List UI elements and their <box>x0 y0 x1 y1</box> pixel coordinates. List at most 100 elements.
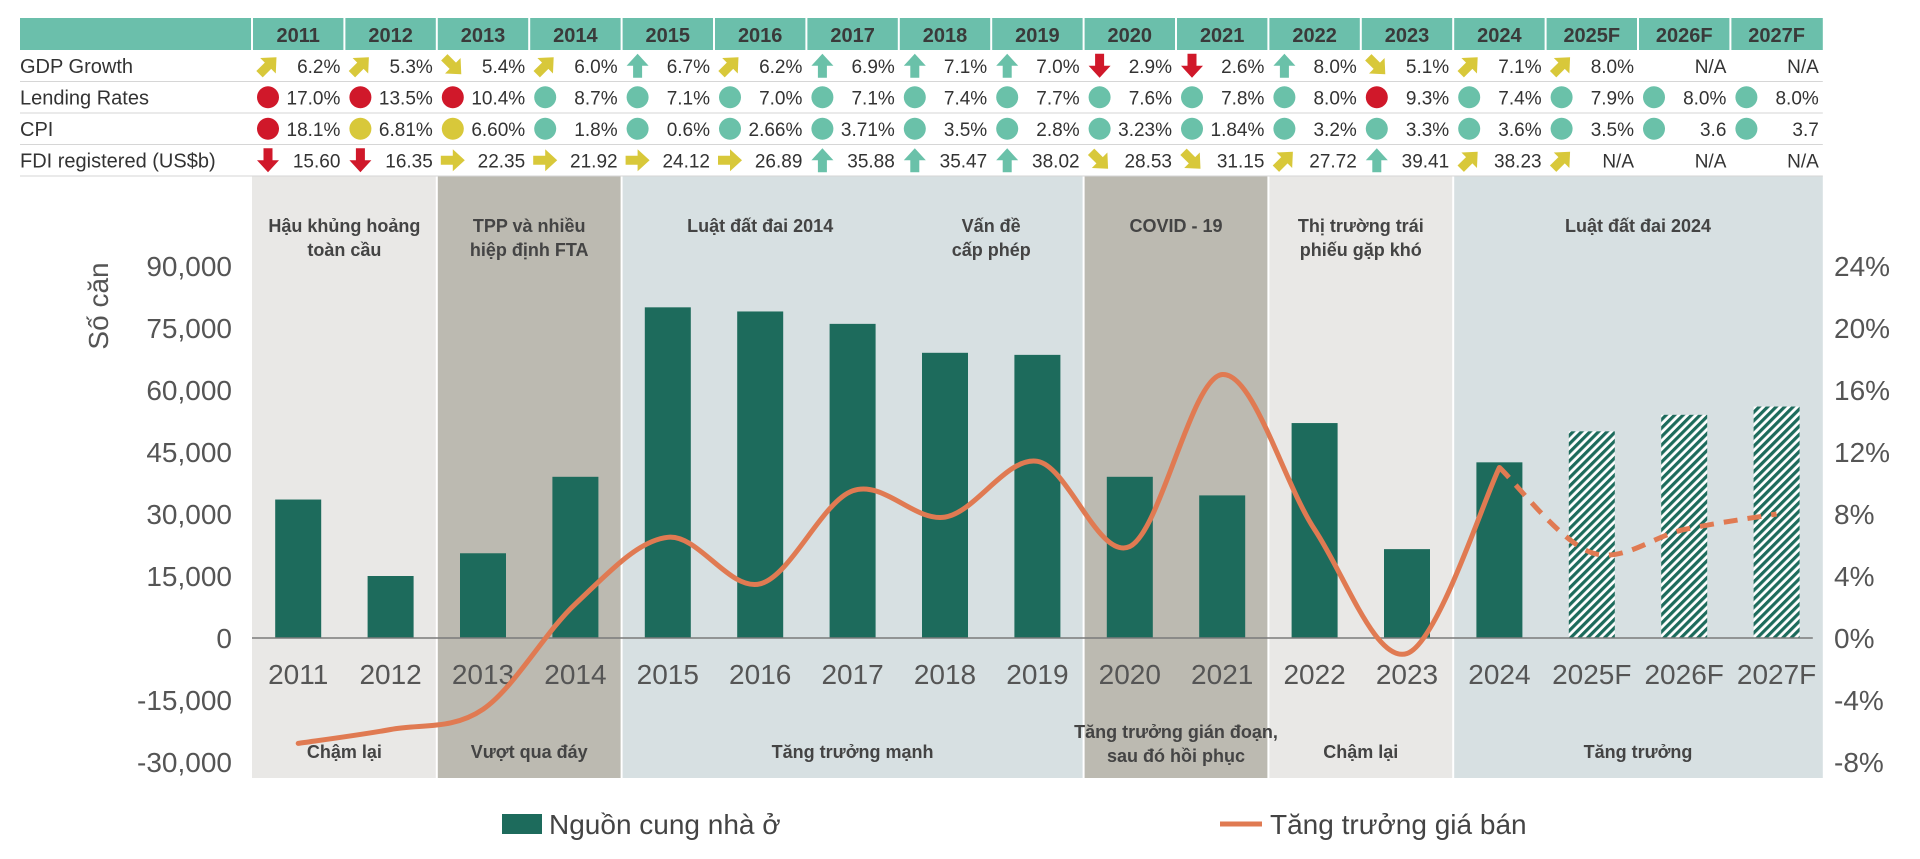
table-cell-value: 7.1% <box>944 57 987 78</box>
x-category-label: 2022 <box>1283 659 1345 690</box>
green-dot-icon <box>1088 117 1111 140</box>
table-cell-value: 3.7 <box>1792 120 1818 141</box>
period-top-label: COVID - 19 <box>1129 216 1222 236</box>
table-header-year: 2026F <box>1656 25 1713 47</box>
y-tick-label: 90,000 <box>146 251 232 282</box>
red-dot-icon <box>257 117 279 140</box>
green-dot-icon <box>903 117 926 140</box>
green-dot-icon <box>626 117 649 140</box>
table-cell-value: 2.9% <box>1129 57 1172 78</box>
x-category-label: 2016 <box>729 659 791 690</box>
table-cell-value: 35.47 <box>940 152 988 173</box>
period-bottom-label: Tăng trưởng <box>1584 742 1693 762</box>
table-cell-value: N/A <box>1787 57 1819 78</box>
y2-tick-label: 24% <box>1834 251 1890 282</box>
supply-bar <box>275 499 322 638</box>
table-header-year: 2021 <box>1200 25 1245 47</box>
table-row-label: Lending Rates <box>20 88 149 110</box>
supply-bar <box>1199 495 1246 638</box>
y-axis-right: -8% -4% 0% 4% 8% 12% 16% 20% 24% <box>1834 251 1890 778</box>
table-cell-value: 3.71% <box>841 120 895 141</box>
up-icon <box>996 148 1019 173</box>
table-cell-value: 3.6 <box>1700 120 1726 141</box>
green-dot-icon <box>534 86 557 109</box>
x-category-label: 2019 <box>1006 659 1068 690</box>
green-dot-icon <box>811 117 834 140</box>
table-row-label: GDP Growth <box>20 56 133 78</box>
down-right-icon <box>1365 54 1386 75</box>
table-cell-value: 39.41 <box>1402 152 1450 173</box>
table-cell-value: 18.1% <box>287 120 341 141</box>
x-category-label: 2011 <box>268 659 328 690</box>
right-icon <box>625 149 650 172</box>
right-icon <box>718 149 742 172</box>
table-row: FDI registered (US$b) 15.60 16.35 22.35 21.9… <box>20 148 1823 177</box>
supply-bar <box>922 352 968 638</box>
up-icon <box>811 53 834 78</box>
up-icon <box>903 53 926 78</box>
supply-bar-forecast <box>1753 406 1800 638</box>
table-cell-value: N/A <box>1602 152 1634 173</box>
table-row: CPI 18.1% 6.81% 6.60% 1.8% 0.6% 2.66% 3.71% 3.5%… <box>20 117 1823 145</box>
table-header-year: 2012 <box>368 25 413 47</box>
table-cell-value: 7.1% <box>851 89 894 110</box>
table-cell-value: 7.1% <box>667 89 710 110</box>
y-tick-label: 0 <box>216 623 232 654</box>
table-cell-value: 6.2% <box>297 57 340 78</box>
green-dot-icon <box>534 117 557 140</box>
supply-bar <box>644 307 691 638</box>
table-header-year: 2011 <box>277 25 320 47</box>
x-category-label: 2014 <box>544 659 606 690</box>
table-cell-value: 38.23 <box>1494 152 1542 173</box>
table-cell-value: 3.23% <box>1118 120 1172 141</box>
up-right-icon <box>533 57 554 78</box>
y-tick-label: 45,000 <box>146 437 232 468</box>
up-icon <box>626 53 649 78</box>
period-top-label: Thị trường trái phiếu gặp khó <box>1298 216 1424 260</box>
table-cell-value: 3.6% <box>1498 120 1541 141</box>
table-cell-value: 8.0% <box>1313 89 1356 110</box>
table-header-year: 2025F <box>1563 25 1620 47</box>
table-cell-value: 3.2% <box>1313 120 1356 141</box>
supply-bar <box>1384 549 1430 638</box>
table-cell-value: 5.4% <box>482 57 525 78</box>
table-cell-value: 7.4% <box>944 89 987 110</box>
supply-bar <box>1106 476 1153 638</box>
table-cell-value: 31.15 <box>1217 152 1265 173</box>
table-header-year: 2024 <box>1477 25 1522 47</box>
period-labels: Hậu khủng hoảng toàn cầu Chậm lại TPP và nh… <box>268 216 1711 766</box>
y-tick-label: 15,000 <box>146 561 232 592</box>
right-icon <box>533 149 558 172</box>
table-cell-value: 6.9% <box>851 57 894 78</box>
y-axis-left: -30,000 -15,000 0 15,000 30,000 45,000 60,000 7… <box>137 251 232 778</box>
table-row: GDP Growth 6.2% 5.3% 5.4% 6.0% 6.7% 6.2% 6.9% 7.… <box>20 53 1823 82</box>
period-bottom-label: Vượt qua đáy <box>471 742 588 762</box>
green-dot-icon <box>1550 117 1573 140</box>
table-row-label: CPI <box>20 119 53 141</box>
period-band <box>252 176 437 778</box>
period-top-label: TPP và nhiều hiệp định FTA <box>470 216 589 260</box>
green-dot-icon <box>626 86 649 109</box>
legend: Nguồn cung nhà ở Tăng trưởng giá bán <box>502 809 1527 840</box>
green-dot-icon <box>1181 117 1203 140</box>
x-category-label: 2015 <box>637 659 699 690</box>
green-dot-icon <box>1735 117 1758 140</box>
x-category-label: 2012 <box>359 659 421 690</box>
y2-tick-label: 8% <box>1834 499 1874 530</box>
table-cell-value: 13.5% <box>379 89 433 110</box>
table-cell-value: 6.0% <box>574 57 617 78</box>
table-cell-value: 21.92 <box>570 152 618 173</box>
x-category-label: 2013 <box>452 659 514 690</box>
period-bottom-label: Chậm lại <box>307 742 382 762</box>
green-dot-icon <box>719 117 741 140</box>
supply-bars <box>275 307 1800 638</box>
green-dot-icon <box>1550 86 1573 109</box>
period-bottom-label: Tăng trưởng mạnh <box>772 742 934 762</box>
supply-bar <box>829 323 876 638</box>
table-cell-value: 38.02 <box>1032 152 1080 173</box>
table-header-year: 2017 <box>830 25 875 47</box>
price-growth-line-actual <box>295 372 1502 746</box>
table-cell-value: N/A <box>1787 152 1819 173</box>
supply-bar <box>737 311 784 638</box>
